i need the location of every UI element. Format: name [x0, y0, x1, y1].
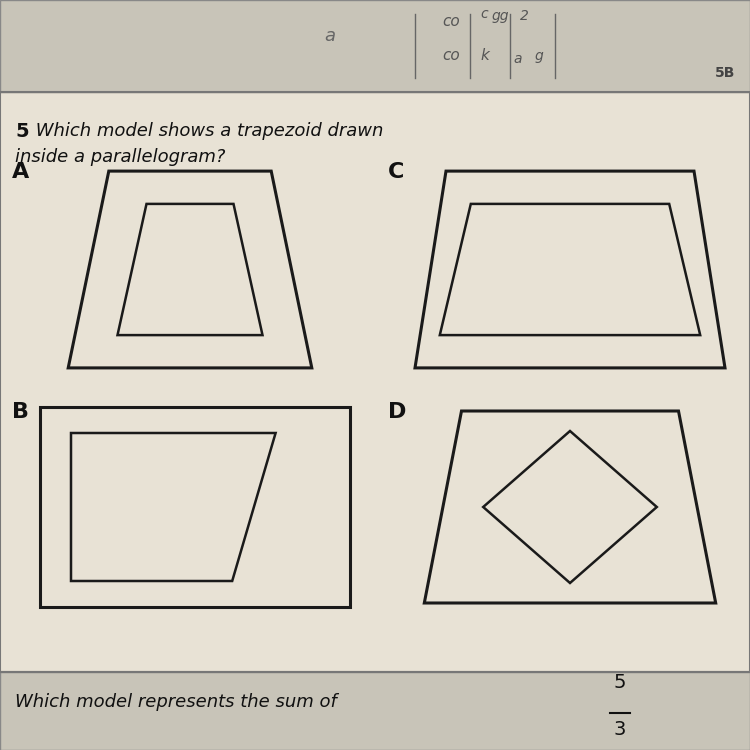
- Text: 5: 5: [15, 122, 28, 141]
- Text: g: g: [535, 49, 544, 63]
- Text: C: C: [388, 162, 404, 182]
- Text: 2: 2: [520, 9, 529, 23]
- Text: Which model shows a trapezoid drawn: Which model shows a trapezoid drawn: [30, 122, 383, 140]
- Bar: [0, 0, 750, 92]
- Text: 5B: 5B: [715, 66, 735, 80]
- Text: D: D: [388, 402, 406, 422]
- Text: k: k: [480, 48, 489, 63]
- Text: A: A: [12, 162, 29, 182]
- Text: co: co: [442, 48, 460, 63]
- Text: a: a: [325, 28, 335, 46]
- Text: co: co: [442, 13, 460, 28]
- Text: 3: 3: [614, 720, 626, 740]
- Text: B: B: [12, 402, 29, 422]
- Text: a: a: [513, 52, 521, 65]
- Text: c: c: [480, 8, 488, 22]
- Bar: [0, 672, 750, 750]
- Bar: [0, 92, 750, 672]
- Text: 5: 5: [614, 673, 626, 692]
- Text: inside a parallelogram?: inside a parallelogram?: [15, 148, 225, 166]
- Text: Which model represents the sum of: Which model represents the sum of: [15, 693, 337, 711]
- Text: gg: gg: [492, 9, 509, 23]
